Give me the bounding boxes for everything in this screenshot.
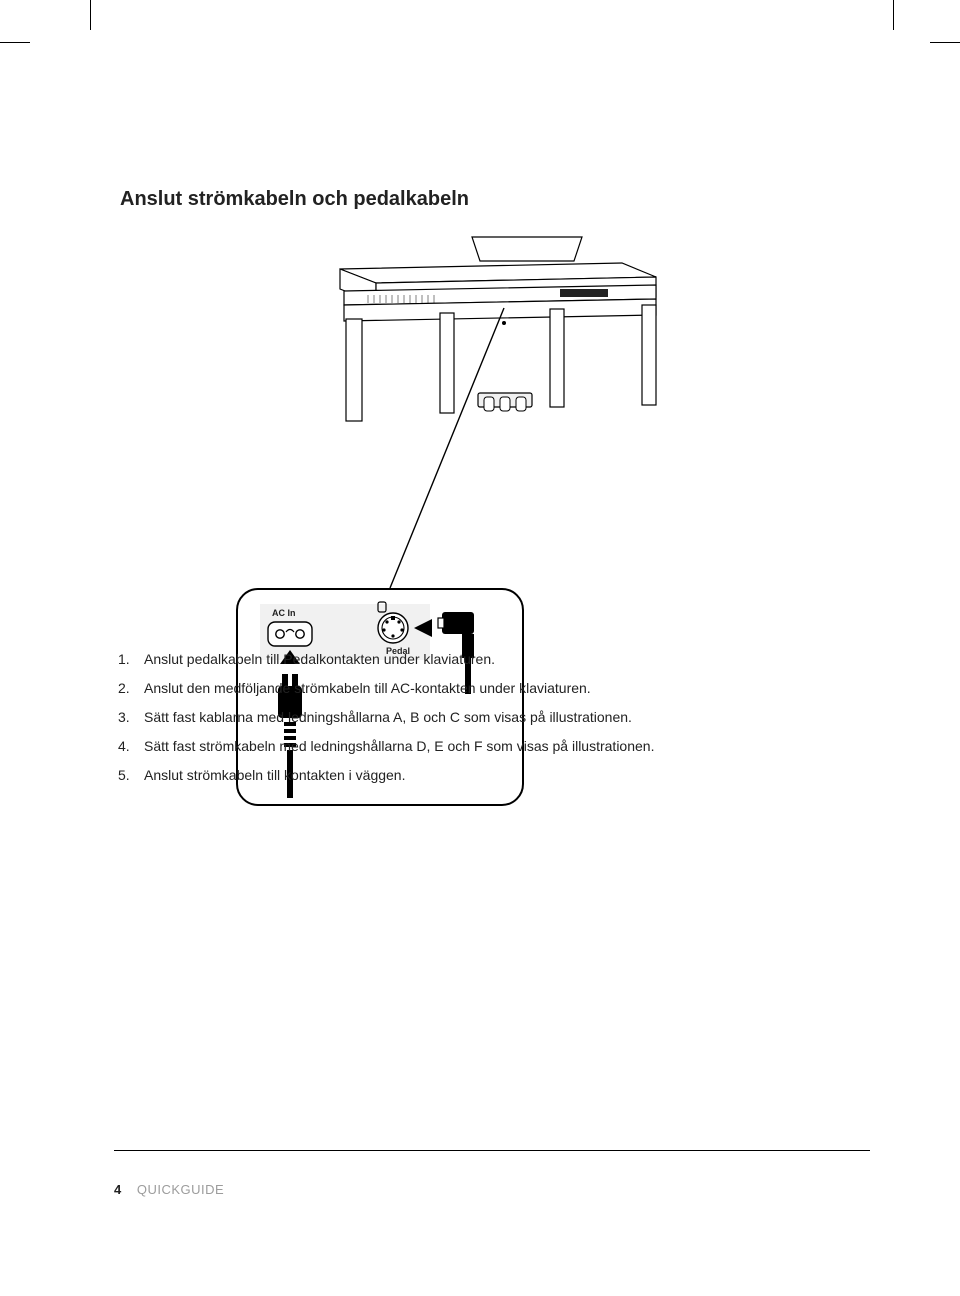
section-heading: Anslut strömkabeln och pedalkabeln: [120, 188, 840, 211]
piano-illustration: [322, 233, 674, 425]
list-text: Sätt fast kablarna med ledningshållarna …: [144, 708, 632, 727]
page-content: Anslut strömkabeln och pedalkabeln: [120, 188, 840, 425]
list-number: 5.: [118, 766, 144, 785]
list-item: 2. Anslut den medföljande strömkabeln ti…: [118, 679, 818, 698]
doc-title: QUICKGUIDE: [137, 1182, 224, 1197]
crop-marks: [0, 0, 960, 46]
footer-rule: [114, 1150, 870, 1151]
list-text: Anslut den medföljande strömkabeln till …: [144, 679, 591, 698]
instruction-list: 1. Anslut pedalkabeln till Pedalkontakte…: [118, 650, 818, 794]
list-item: 3. Sätt fast kablarna med ledningshållar…: [118, 708, 818, 727]
list-item: 1. Anslut pedalkabeln till Pedalkontakte…: [118, 650, 818, 669]
page-footer: 4 QUICKGUIDE: [114, 1182, 224, 1197]
list-text: Sätt fast strömkabeln med ledningshållar…: [144, 737, 654, 756]
list-text: Anslut pedalkabeln till Pedalkontakten u…: [144, 650, 495, 669]
list-text: Anslut strömkabeln till kontakten i vägg…: [144, 766, 405, 785]
list-item: 4. Sätt fast strömkabeln med ledningshål…: [118, 737, 818, 756]
list-number: 4.: [118, 737, 144, 756]
page-number: 4: [114, 1182, 121, 1197]
list-number: 1.: [118, 650, 144, 669]
list-number: 2.: [118, 679, 144, 698]
list-item: 5. Anslut strömkabeln till kontakten i v…: [118, 766, 818, 785]
list-number: 3.: [118, 708, 144, 727]
